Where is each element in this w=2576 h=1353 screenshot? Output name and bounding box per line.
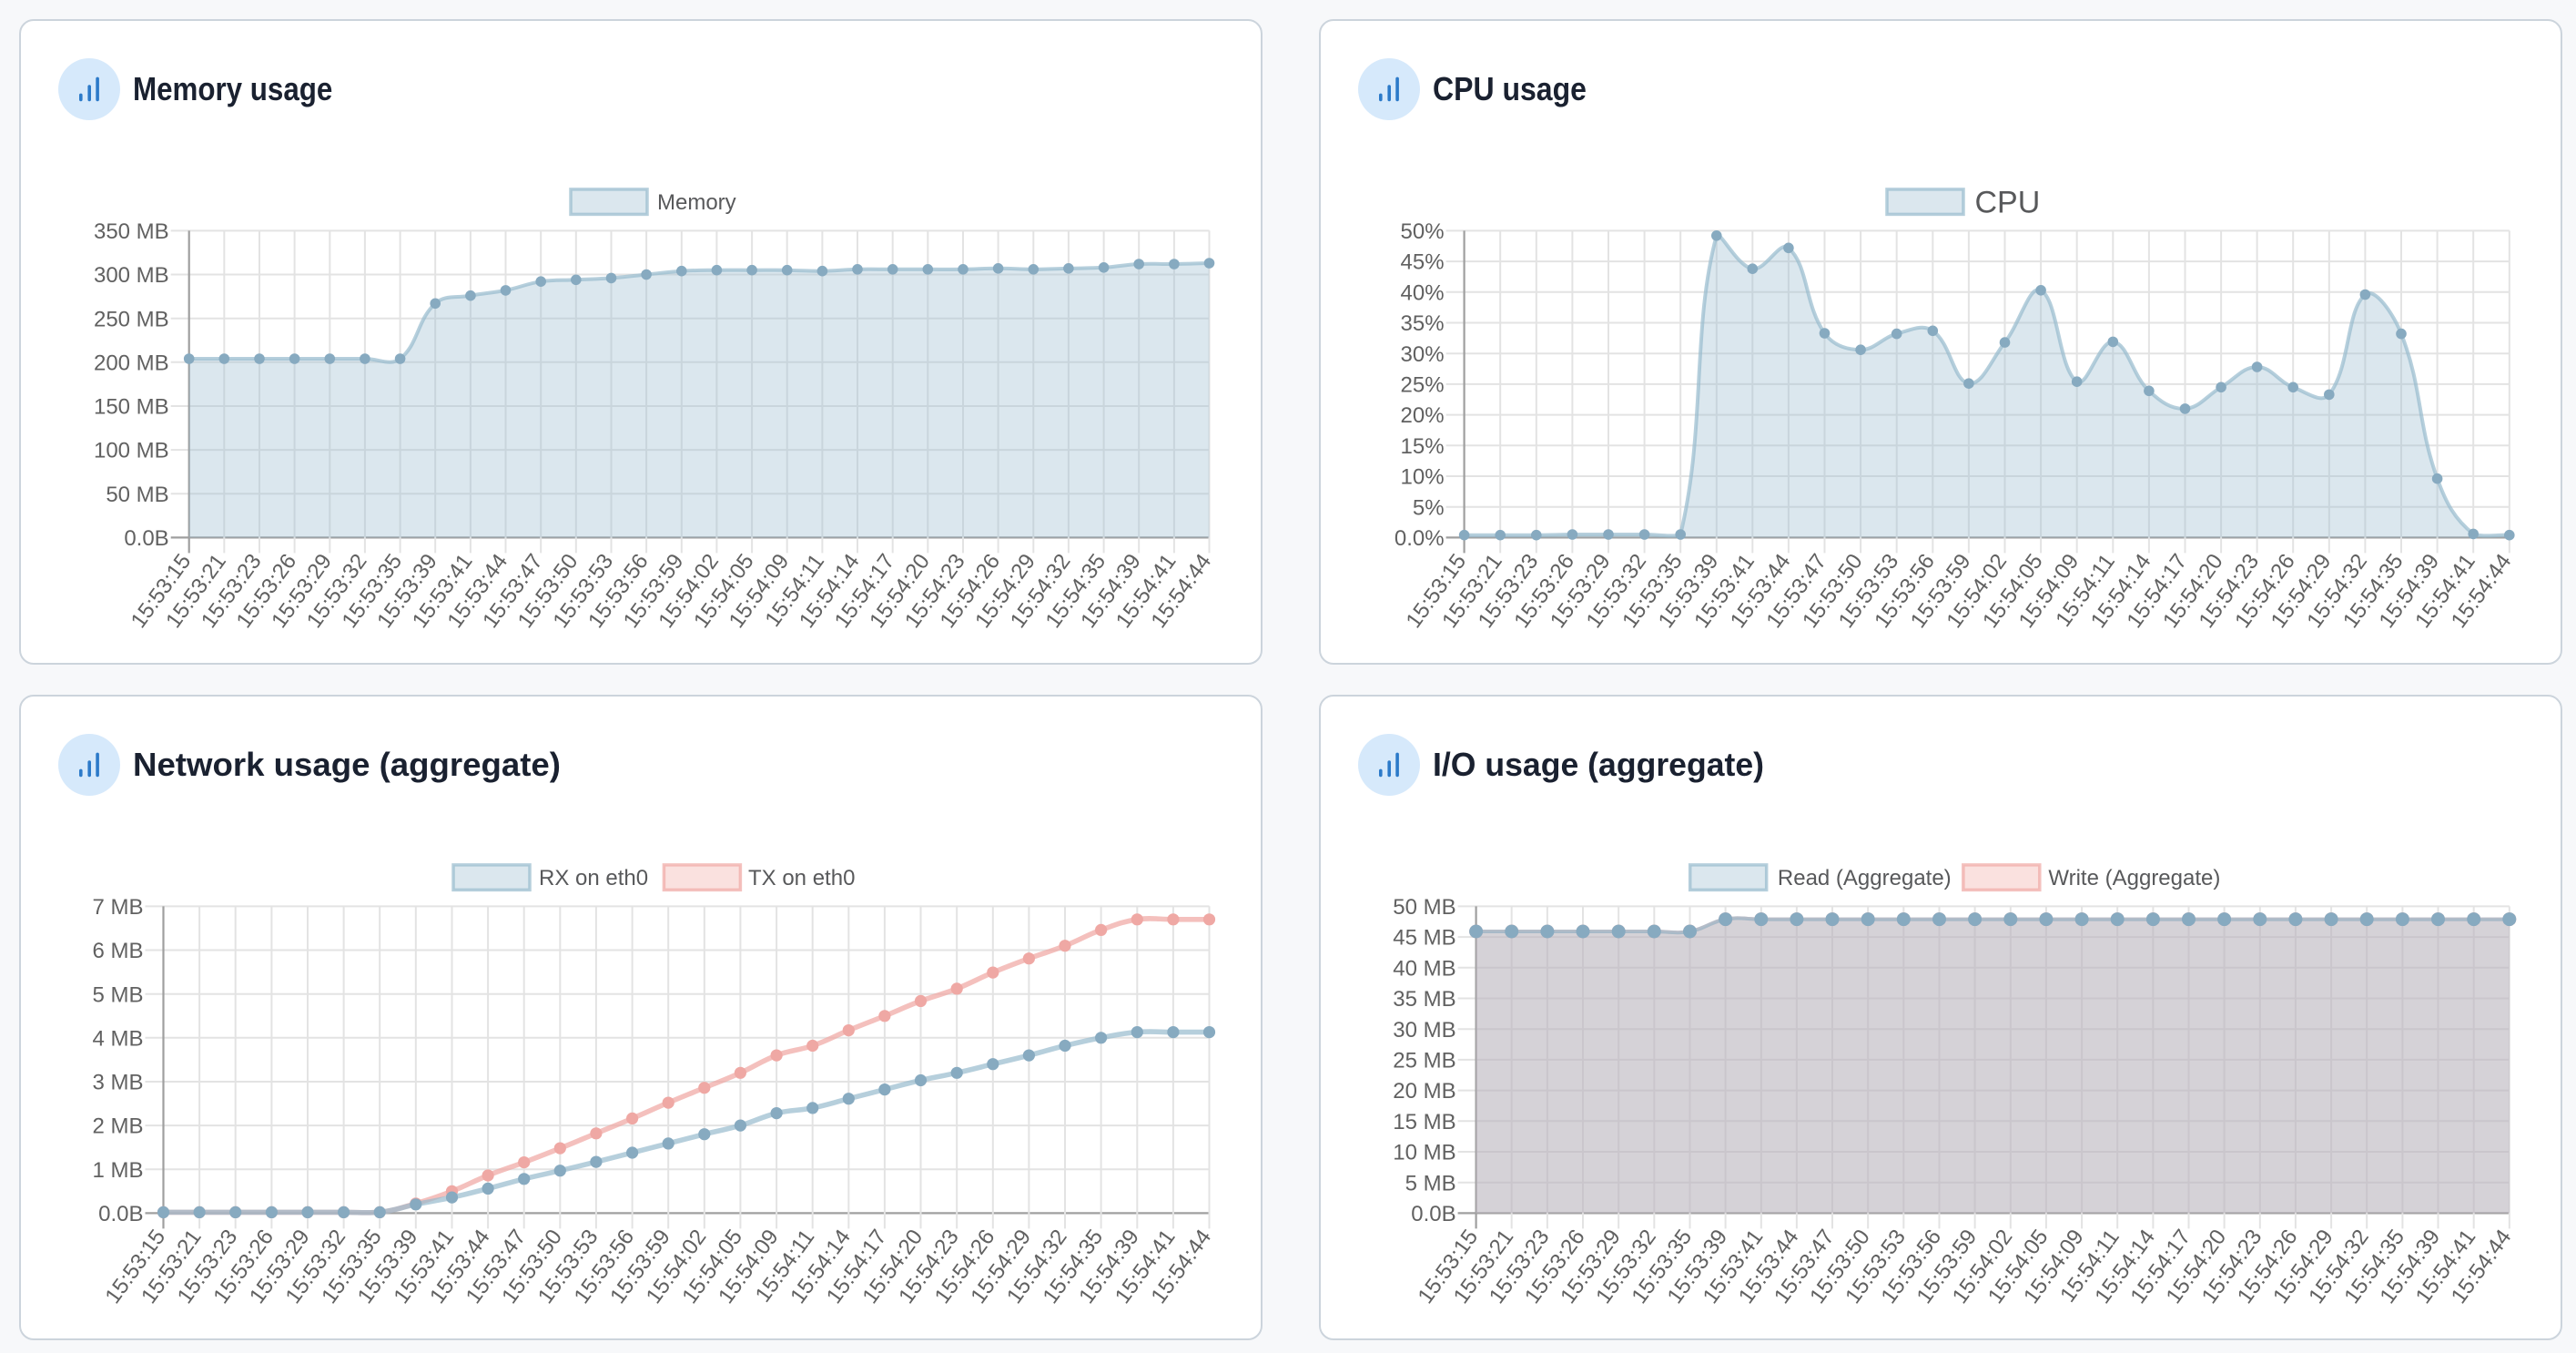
svg-text:15%: 15%: [1401, 434, 1445, 459]
svg-text:6 MB: 6 MB: [92, 939, 143, 963]
svg-text:100 MB: 100 MB: [94, 439, 169, 463]
svg-text:40 MB: 40 MB: [1393, 956, 1455, 981]
svg-text:0.0B: 0.0B: [98, 1202, 143, 1226]
svg-text:10%: 10%: [1401, 465, 1445, 490]
svg-text:150 MB: 150 MB: [94, 395, 169, 420]
svg-text:30 MB: 30 MB: [1393, 1018, 1455, 1043]
svg-text:45%: 45%: [1401, 250, 1445, 275]
svg-text:0.0%: 0.0%: [1394, 526, 1445, 551]
svg-text:250 MB: 250 MB: [94, 307, 169, 331]
svg-text:CPU: CPU: [1975, 186, 2041, 220]
svg-text:35%: 35%: [1401, 311, 1445, 336]
svg-text:10 MB: 10 MB: [1393, 1141, 1455, 1165]
svg-text:50 MB: 50 MB: [1393, 895, 1455, 920]
svg-text:20%: 20%: [1401, 403, 1445, 428]
svg-text:350 MB: 350 MB: [94, 219, 169, 244]
svg-text:0.0B: 0.0B: [124, 526, 168, 551]
svg-text:25 MB: 25 MB: [1393, 1049, 1455, 1073]
svg-text:50%: 50%: [1401, 219, 1445, 244]
svg-text:25%: 25%: [1401, 373, 1445, 398]
svg-text:300 MB: 300 MB: [94, 263, 169, 288]
svg-text:RX on eth0: RX on eth0: [539, 866, 648, 890]
svg-text:30%: 30%: [1401, 342, 1445, 367]
svg-text:45 MB: 45 MB: [1393, 926, 1455, 951]
svg-text:20 MB: 20 MB: [1393, 1079, 1455, 1104]
svg-text:2 MB: 2 MB: [92, 1114, 143, 1139]
svg-text:Read (Aggregate): Read (Aggregate): [1778, 866, 1952, 890]
svg-text:Write (Aggregate): Write (Aggregate): [2048, 866, 2220, 890]
svg-text:1 MB: 1 MB: [92, 1158, 143, 1183]
svg-text:5 MB: 5 MB: [1405, 1171, 1456, 1195]
svg-text:40%: 40%: [1401, 280, 1445, 305]
svg-text:50 MB: 50 MB: [106, 483, 168, 507]
svg-text:35 MB: 35 MB: [1393, 987, 1455, 1012]
svg-text:TX on eth0: TX on eth0: [748, 866, 855, 890]
svg-text:Memory: Memory: [657, 190, 736, 215]
svg-text:4 MB: 4 MB: [92, 1026, 143, 1051]
svg-text:200 MB: 200 MB: [94, 351, 169, 375]
svg-text:0.0B: 0.0B: [1411, 1202, 1455, 1226]
svg-text:5 MB: 5 MB: [92, 982, 143, 1007]
svg-text:15 MB: 15 MB: [1393, 1110, 1455, 1134]
svg-text:3 MB: 3 MB: [92, 1071, 143, 1095]
svg-text:5%: 5%: [1413, 495, 1445, 520]
svg-text:7 MB: 7 MB: [92, 895, 143, 920]
